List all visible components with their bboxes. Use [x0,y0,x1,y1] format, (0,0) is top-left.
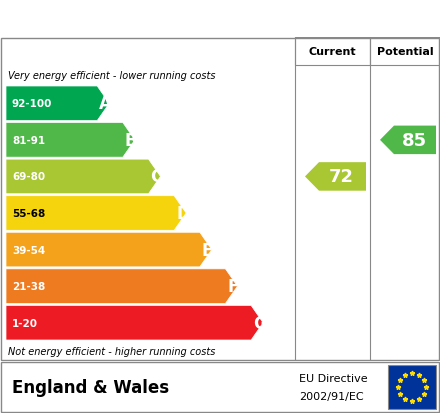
Text: A: A [99,95,112,113]
Polygon shape [6,233,212,267]
Polygon shape [6,196,186,231]
Text: Current: Current [309,47,356,57]
Text: 85: 85 [401,131,426,150]
Polygon shape [6,160,161,194]
Text: EU Directive: EU Directive [299,373,368,383]
Polygon shape [380,126,436,155]
Text: Not energy efficient - higher running costs: Not energy efficient - higher running co… [8,346,215,356]
Polygon shape [6,306,263,340]
Text: England & Wales: England & Wales [12,378,169,396]
Bar [370,38,440,66]
Polygon shape [6,269,238,304]
Text: 21-38: 21-38 [12,282,45,292]
Text: 55-68: 55-68 [12,209,45,218]
Bar [388,365,436,409]
Text: F: F [227,278,239,295]
Text: B: B [125,131,137,150]
Text: C: C [150,168,163,186]
Polygon shape [305,163,366,191]
Text: Potential: Potential [377,47,433,57]
Text: 39-54: 39-54 [12,245,45,255]
Text: E: E [202,241,213,259]
Text: 92-100: 92-100 [12,99,52,109]
Text: 72: 72 [329,168,354,186]
Text: D: D [176,204,190,223]
Text: Very energy efficient - lower running costs: Very energy efficient - lower running co… [8,71,216,81]
Text: G: G [253,314,267,332]
Bar [295,38,370,66]
Text: 81-91: 81-91 [12,135,45,145]
Text: 69-80: 69-80 [12,172,45,182]
Polygon shape [6,123,135,158]
Text: 2002/91/EC: 2002/91/EC [299,392,364,401]
Text: Energy Efficiency Rating: Energy Efficiency Rating [11,9,299,29]
Text: 1-20: 1-20 [12,318,38,328]
Polygon shape [6,87,109,121]
